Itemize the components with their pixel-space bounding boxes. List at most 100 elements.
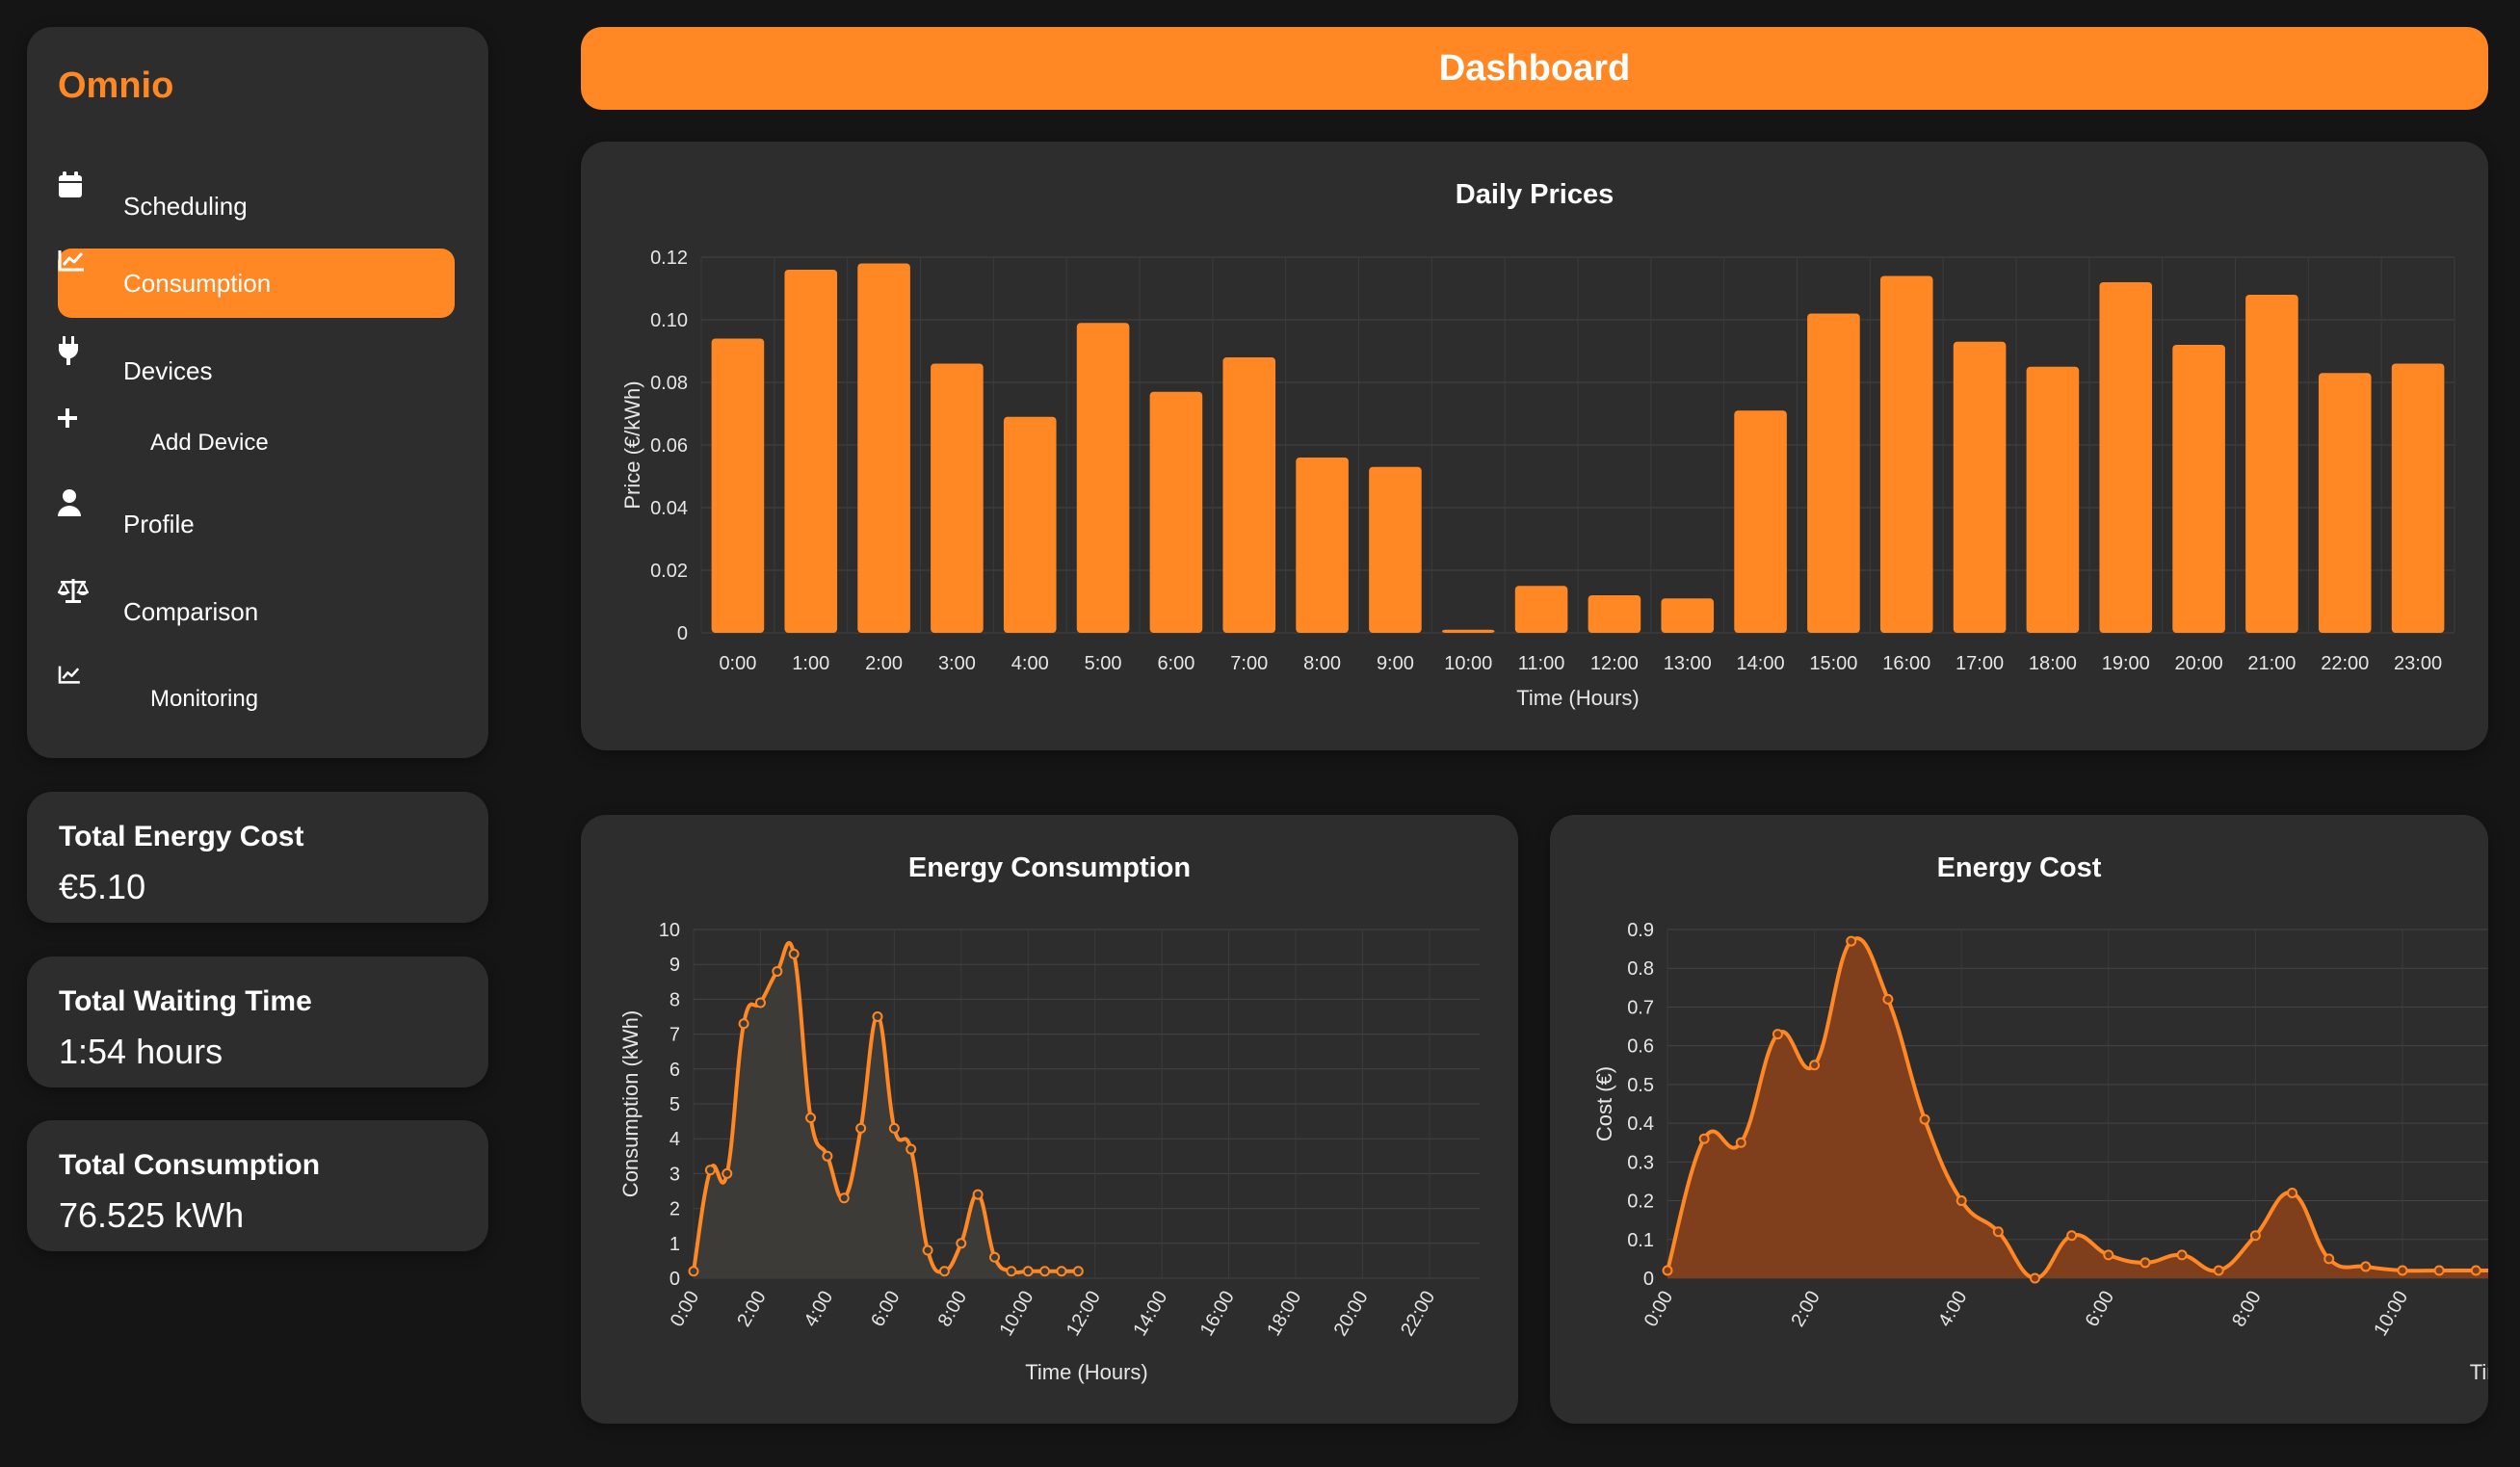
- y-tick-label: 0.5: [1627, 1075, 1654, 1096]
- stat-label: Total Consumption: [59, 1149, 321, 1181]
- data-point: [2397, 1265, 2408, 1276]
- x-tick-label: 15:00: [1809, 653, 1857, 674]
- daily-prices-panel: Daily Prices 0 0.02 0.04 0.06 0.08 0.10 0.12 0:0…: [581, 142, 2488, 750]
- nav-item-scheduling[interactable]: Scheduling: [58, 171, 455, 241]
- y-tick-label: 10: [659, 920, 680, 941]
- bar: [2172, 345, 2225, 633]
- plus-icon: [58, 408, 129, 458]
- data-point: [2066, 1230, 2078, 1242]
- y-axis-label: Cost (€): [1592, 1066, 1616, 1141]
- y-tick-label: 0.6: [1627, 1036, 1654, 1058]
- stat-card-total-consumption: Total Consumption 76.525 kWh: [27, 1120, 488, 1251]
- y-tick-label: 0: [1643, 1269, 1654, 1290]
- x-tick-label: 23:00: [2394, 653, 2442, 674]
- data-point: [805, 1112, 817, 1123]
- y-tick-label: 0.2: [1627, 1192, 1654, 1213]
- y-tick-label: 0.1: [1627, 1230, 1654, 1251]
- y-tick-label: 7: [669, 1025, 680, 1046]
- y-tick-label: 3: [669, 1164, 680, 1185]
- bar: [931, 363, 984, 633]
- data-point: [2139, 1257, 2151, 1269]
- stat-card-waiting-time: Total Waiting Time 1:54 hours: [27, 956, 488, 1087]
- y-tick-label: 0.06: [650, 435, 688, 457]
- bar: [1149, 391, 1203, 633]
- y-tick-label: 0: [677, 623, 688, 644]
- stat-value: 76.525 kWh: [59, 1195, 245, 1235]
- bar: [1296, 458, 1349, 633]
- y-tick-label: 0.9: [1627, 920, 1654, 941]
- x-tick-label: 17:00: [1956, 653, 2004, 674]
- data-point: [772, 965, 783, 977]
- nav-item-consumption[interactable]: Consumption: [58, 249, 455, 318]
- bar: [1003, 416, 1057, 633]
- y-tick-label: 0.12: [650, 248, 688, 269]
- data-point: [855, 1122, 867, 1134]
- x-tick-label: 16:00: [1882, 653, 1930, 674]
- nav-item-comparison[interactable]: Comparison: [58, 577, 455, 646]
- page-title: Dashboard: [581, 27, 2488, 110]
- y-tick-label: 6: [669, 1060, 680, 1081]
- data-point: [906, 1143, 917, 1155]
- data-point: [704, 1165, 716, 1176]
- y-tick-label: 0.10: [650, 310, 688, 331]
- chart-title: Energy Consumption: [908, 852, 1191, 883]
- y-tick-label: 8: [669, 989, 680, 1010]
- data-point: [1006, 1266, 1017, 1277]
- series-line: [692, 940, 1079, 1275]
- stat-label: Total Energy Cost: [59, 821, 304, 852]
- data-point: [2360, 1261, 2372, 1272]
- balance-scale-icon: [58, 579, 102, 626]
- bar: [711, 338, 765, 633]
- x-axis-label: Time (Hours): [1025, 1360, 1148, 1384]
- nav-item-add-device[interactable]: Add Device: [58, 408, 455, 478]
- x-tick-label: 8:00: [2228, 1288, 2266, 1331]
- stat-label: Total Waiting Time: [59, 985, 312, 1017]
- data-point: [2029, 1272, 2040, 1284]
- calendar-icon: [59, 171, 102, 221]
- nav-label: Scheduling: [123, 191, 248, 221]
- x-tick-label: 14:00: [1129, 1288, 1171, 1340]
- energy-cost-chart: Energy Cost 0 0.1 0.2 0.3 0.4 0.5 0.6 0.7 0.8 0.9 0…: [1592, 852, 2488, 1384]
- data-point: [2470, 1265, 2481, 1276]
- chart-title: Daily Prices: [1456, 179, 1614, 210]
- y-axis-label: Consumption (kWh): [618, 1010, 643, 1197]
- data-point: [938, 1266, 950, 1277]
- y-tick-label: 1: [669, 1234, 680, 1255]
- bar: [2026, 366, 2080, 633]
- x-axis-label: Time (Hours): [2470, 1360, 2488, 1384]
- y-tick-label: 0.8: [1627, 958, 1654, 980]
- series-line: [1666, 936, 2488, 1280]
- x-tick-label: 3:00: [938, 653, 976, 674]
- x-tick-label: 10:00: [1444, 653, 1492, 674]
- data-point: [788, 948, 800, 959]
- data-point: [2249, 1230, 2261, 1242]
- nav-item-monitoring[interactable]: Monitoring: [58, 665, 455, 734]
- bar: [857, 263, 910, 633]
- nav-item-profile[interactable]: Profile: [58, 489, 455, 559]
- x-tick-label: 19:00: [2102, 653, 2150, 674]
- data-point: [2176, 1249, 2188, 1261]
- bar: [1953, 341, 2007, 633]
- nav-label: Monitoring: [150, 686, 259, 712]
- data-point: [1772, 1029, 1783, 1040]
- y-tick-label: 0.4: [1627, 1113, 1654, 1135]
- energy-consumption-panel: Energy Consumption 0 1 2 3 4 5 6 7 8 9 10 0:00 2:00 4:…: [581, 815, 1518, 1424]
- data-point: [2103, 1249, 2114, 1261]
- nav-item-devices[interactable]: Devices: [58, 336, 455, 406]
- nav-label: Consumption: [123, 268, 272, 298]
- data-point: [1846, 935, 1857, 947]
- data-point: [956, 1238, 967, 1249]
- bar: [2245, 295, 2298, 633]
- bar: [1879, 275, 1933, 633]
- y-tick-label: 0.02: [650, 561, 688, 582]
- x-tick-label: 2:00: [865, 653, 903, 674]
- x-tick-label: 12:00: [1590, 653, 1639, 674]
- data-point: [2287, 1188, 2298, 1199]
- x-tick-label: 20:00: [1330, 1288, 1373, 1340]
- data-point: [872, 1011, 883, 1022]
- data-point: [972, 1189, 984, 1200]
- data-point: [1056, 1266, 1067, 1277]
- nav-label: Profile: [123, 509, 195, 538]
- x-tick-label: 0:00: [667, 1288, 704, 1331]
- y-tick-label: 0.7: [1627, 997, 1654, 1018]
